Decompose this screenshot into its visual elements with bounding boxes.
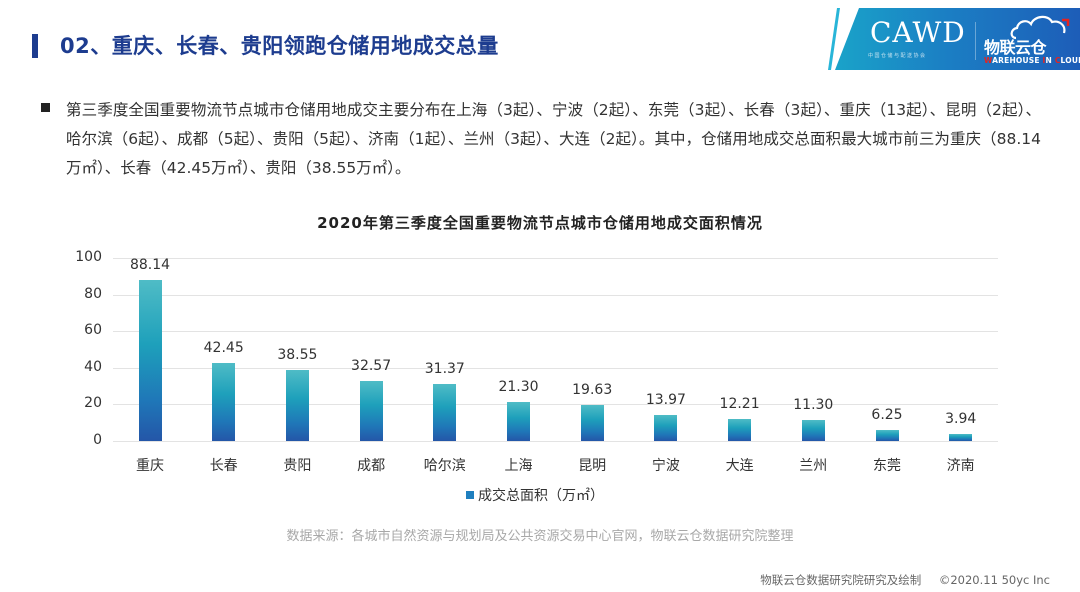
footer-copyright: ©2020.11 50yc Inc xyxy=(938,573,1050,587)
y-tick-label: 100 xyxy=(75,249,102,265)
x-tick-label: 上海 xyxy=(504,458,533,474)
data-source-note: 数据来源：各城市自然资源与规划局及公共资源交易中心官网，物联云仓数据研究院整理 xyxy=(286,529,794,544)
bar-value-label: 12.21 xyxy=(719,395,760,412)
gridline xyxy=(113,258,998,259)
gridline xyxy=(113,441,998,442)
y-tick-label: 0 xyxy=(93,432,102,448)
wic-logo-tagline: WAREHOUSE IN CLOUD xyxy=(984,56,1080,65)
x-tick-label: 东莞 xyxy=(873,458,901,474)
bar xyxy=(212,363,236,441)
y-tick-label: 40 xyxy=(84,358,102,375)
bar xyxy=(507,402,530,441)
x-tick-label: 长春 xyxy=(209,458,238,474)
bar-value-label: 32.57 xyxy=(351,358,392,375)
x-tick-label: 重庆 xyxy=(136,458,164,474)
bar-value-label: 42.45 xyxy=(203,340,244,357)
footer-credit: 物联云仓数据研究院研究及绘制 xyxy=(760,573,922,587)
plot-area: 88.14 42.45 38.55 32.57 31.37 21.30 19.63 13.97… xyxy=(113,256,998,442)
x-tick-label: 贵阳 xyxy=(283,458,312,474)
x-tick-label: 宁波 xyxy=(651,458,680,474)
cawd-logo: CAWD xyxy=(870,16,966,49)
chart-legend: 成交总面积（万㎡） xyxy=(466,485,604,505)
bar xyxy=(433,383,457,441)
bar xyxy=(138,279,162,441)
x-tick-label: 昆明 xyxy=(578,458,607,474)
bar-value-label: 3.94 xyxy=(945,410,977,427)
gridline xyxy=(113,367,998,369)
summary-paragraph: 第三季度全国重要物流节点城市仓储用地成交主要分布在上海（3起）、宁波（2起）、东… xyxy=(66,101,1041,177)
gridline xyxy=(113,331,998,333)
bar-value-label: 19.63 xyxy=(572,382,613,399)
legend-label: 成交总面积（万㎡） xyxy=(478,488,604,504)
bar-value-label: 11.30 xyxy=(793,397,834,414)
y-tick-label: 80 xyxy=(84,285,102,302)
bar xyxy=(285,370,309,441)
x-tick-label: 哈尔滨 xyxy=(423,458,466,474)
x-tick-label: 济南 xyxy=(946,458,975,474)
bar-value-label: 21.30 xyxy=(498,379,539,396)
bar xyxy=(728,418,752,441)
y-tick-label: 60 xyxy=(84,322,102,339)
bar xyxy=(801,420,825,441)
bar xyxy=(359,381,383,441)
bullet-square-icon xyxy=(41,103,50,112)
cloud-icon xyxy=(1010,15,1070,40)
bar-value-label: 6.25 xyxy=(871,406,903,423)
x-tick-label: 兰州 xyxy=(799,458,828,474)
logo-divider xyxy=(975,22,976,60)
bar xyxy=(580,405,604,441)
gridline xyxy=(113,294,998,296)
x-tick-label: 成都 xyxy=(357,458,386,474)
title-marker xyxy=(32,34,38,58)
page-title: 02、重庆、长春、贵阳领跑仓储用地成交总量 xyxy=(60,34,499,58)
wic-logo-name: 物联云仓 xyxy=(984,38,1047,57)
x-tick-label: 大连 xyxy=(725,458,754,474)
legend-swatch-icon xyxy=(466,491,474,499)
cawd-logo-subtitle: 中国仓储与配送协会 xyxy=(868,53,927,59)
bar-value-label: 13.97 xyxy=(645,392,686,409)
bar xyxy=(875,429,899,441)
y-tick-label: 20 xyxy=(84,395,102,412)
bar-value-label: 88.14 xyxy=(129,256,171,273)
chart-title: 2020年第三季度全国重要物流节点城市仓储用地成交面积情况 xyxy=(317,214,763,232)
footer: 物联云仓数据研究院研究及绘制 ©2020.11 50yc Inc xyxy=(760,572,1050,588)
bar xyxy=(949,433,973,441)
bar xyxy=(654,415,678,441)
gridline xyxy=(113,404,998,406)
bar-value-label: 38.55 xyxy=(277,347,318,364)
logo-stripe xyxy=(828,8,840,70)
bar-value-label: 31.37 xyxy=(424,360,465,377)
